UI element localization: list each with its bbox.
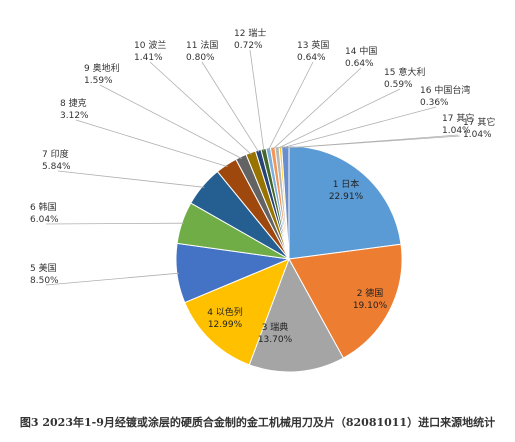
leader-line-13 (268, 61, 314, 151)
leader-line-16 (280, 106, 437, 149)
pie-slice-3 (248, 257, 345, 373)
pie-slice-2 (288, 243, 403, 359)
leader-line-12 (249, 49, 265, 151)
slice-label-6: 6 韩国 6.04% (30, 201, 59, 225)
pie-chart: 1 日本 22.91% 2 德国 19.10% 3 瑞典 13.70% 4 以色列 12.99… (30, 27, 495, 373)
leader-lines (45, 49, 461, 286)
slice-labels: 1 日本 22.91% 2 德国 19.10% 3 瑞典 13.70% 4 以色列 12.99… (30, 27, 495, 345)
slice-label-16: 16 中国台湾 0.36% (420, 84, 470, 108)
slice-label-13: 13 英国 0.64% (297, 39, 329, 63)
slice-label-10: 10 波兰 1.41% (134, 39, 166, 63)
slice-label-17: 17 其它 1.04% (442, 112, 474, 136)
pie-slices (175, 145, 403, 373)
leader-line-10 (149, 61, 252, 155)
leader-line-5 (45, 272, 179, 286)
leader-line-8 (75, 119, 228, 167)
slice-label-17: 17 其它 1.04% (463, 116, 495, 140)
slice-label-12: 12 瑞士 0.72% (234, 27, 266, 51)
leader-line-17 (285, 135, 461, 149)
slice-label-5: 5 美国 8.50% (30, 262, 59, 286)
leader-line-9 (99, 84, 242, 159)
figure-caption: 图3 2023年1-9月经镀或涂层的硬质合金制的金工机械用刀及片（8208101… (19, 416, 496, 429)
slice-label-8: 8 捷克 3.12% (60, 97, 89, 121)
leader-line-6 (45, 222, 184, 225)
slice-label-3: 3 瑞典 13.70% (258, 321, 293, 345)
pie-slice-1 (288, 145, 402, 260)
leader-line-14 (272, 67, 362, 150)
slice-label-2: 2 德国 19.10% (353, 287, 388, 311)
slice-label-14: 14 中国 0.64% (345, 45, 377, 69)
leader-line-15 (277, 88, 401, 149)
slice-label-9: 9 奥地利 1.59% (84, 62, 120, 86)
leader-line-11 (201, 61, 260, 153)
slice-label-15: 15 意大利 0.59% (384, 66, 425, 90)
leader-line-7 (57, 170, 205, 188)
pie-slice-4 (184, 258, 290, 366)
slice-label-11: 11 法国 0.80% (186, 39, 218, 63)
slice-label-4: 4 以色列 12.99% (207, 306, 243, 330)
slice-label-7: 7 印度 5.84% (42, 148, 71, 172)
slice-label-1: 1 日本 22.91% (329, 178, 364, 202)
